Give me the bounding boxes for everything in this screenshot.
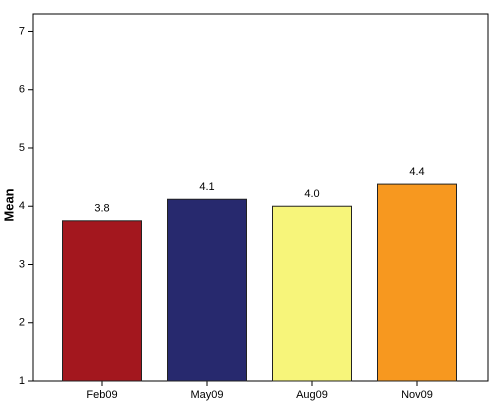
x-tick-label: Aug09 (296, 389, 328, 401)
value-label: 3.8 (94, 203, 109, 215)
value-label: 4.4 (409, 166, 424, 178)
bar (377, 183, 457, 382)
y-tick-label: 6 (19, 84, 25, 96)
y-axis-label: Mean (1, 188, 16, 221)
bar (272, 205, 352, 382)
y-tick-label: 7 (19, 25, 25, 37)
y-tick-label: 1 (19, 375, 25, 387)
x-tick-label: May09 (190, 389, 223, 401)
y-tick-label: 4 (19, 200, 25, 212)
y-tick-label: 2 (19, 317, 25, 329)
y-tick-label: 5 (19, 142, 25, 154)
x-tick-label: Nov09 (401, 389, 433, 401)
bar (62, 220, 142, 382)
bar (167, 198, 247, 382)
x-tick-label: Feb09 (86, 389, 117, 401)
y-tick-label: 3 (19, 258, 25, 270)
value-label: 4.1 (199, 181, 214, 193)
value-label: 4.0 (304, 188, 319, 200)
